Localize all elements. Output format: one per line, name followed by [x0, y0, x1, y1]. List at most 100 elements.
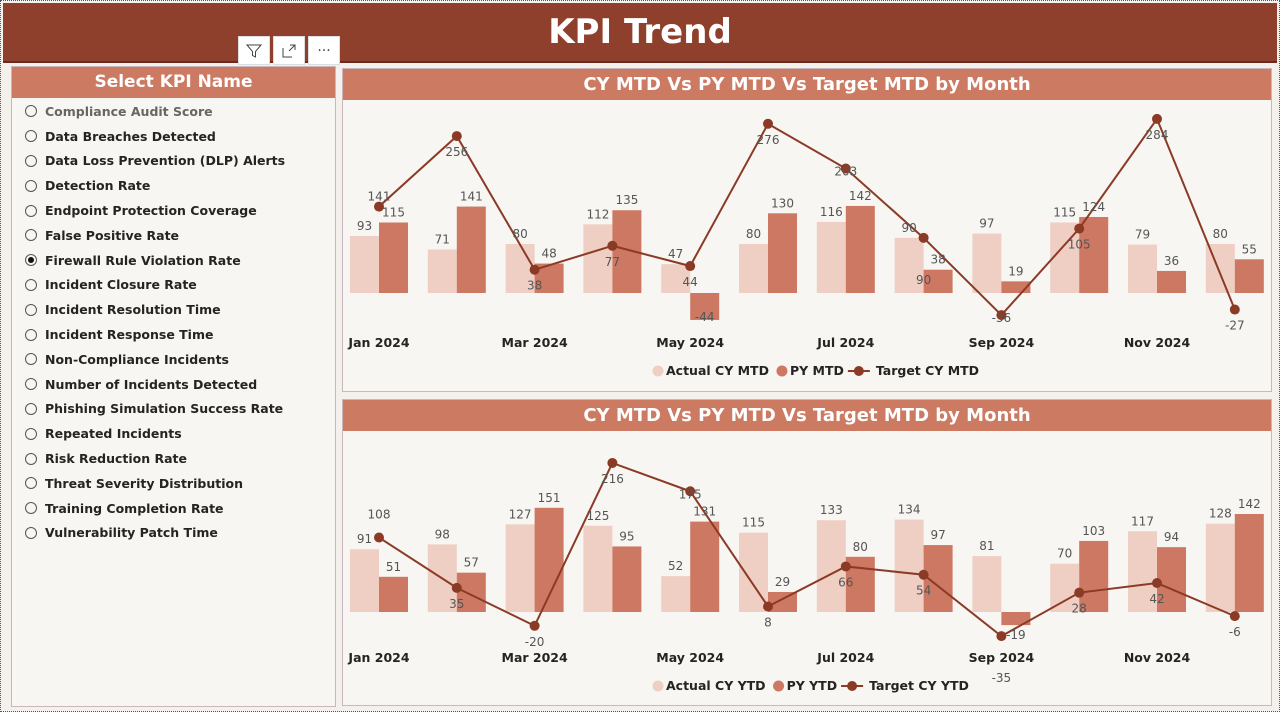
radio-button[interactable]: [25, 303, 37, 316]
slicer-item[interactable]: Number of Incidents Detected: [12, 372, 335, 397]
radio-button[interactable]: [25, 427, 37, 440]
slicer-item[interactable]: Compliance Audit Score: [12, 99, 335, 124]
target-marker: [918, 232, 929, 243]
py-label: 19: [1008, 264, 1023, 278]
actual-label: 133: [820, 503, 843, 517]
target-marker: [685, 261, 696, 272]
slicer-item[interactable]: Detection Rate: [12, 173, 335, 198]
slicer-item-label: Incident Response Time: [45, 327, 214, 343]
kpi-slicer: Select KPI Name Compliance Audit Score Da…: [11, 66, 336, 707]
actual-bar: [661, 576, 691, 612]
radio-button[interactable]: [25, 254, 37, 267]
radio-button[interactable]: [25, 130, 37, 143]
target-line: [378, 116, 1236, 317]
actual-label: 71: [435, 232, 450, 246]
py-bar: [768, 591, 797, 612]
focus-mode-icon[interactable]: [273, 36, 305, 65]
target-label: 38: [527, 279, 542, 293]
target-marker: [840, 163, 851, 174]
target-line: [378, 461, 1236, 638]
radio-button[interactable]: [25, 328, 37, 341]
actual-bar: [894, 519, 924, 612]
slicer-item-label: Data Breaches Detected: [45, 128, 216, 144]
radio-button[interactable]: [25, 154, 37, 167]
slicer-item[interactable]: Data Breaches Detected: [12, 124, 335, 149]
actual-label: 134: [898, 503, 921, 517]
report-header: KPI Trend: [3, 3, 1277, 63]
radio-button[interactable]: [25, 477, 37, 490]
slicer-item[interactable]: Firewall Rule Violation Rate: [12, 248, 335, 273]
slicer-item-label: Training Completion Rate: [45, 500, 224, 516]
py-label: 124: [1082, 200, 1105, 214]
radio-button[interactable]: [25, 229, 37, 242]
py-label: 130: [771, 196, 794, 210]
slicer-item[interactable]: Training Completion Rate: [12, 496, 335, 521]
mtd-chart: Jan 2024 Mar 2024 May 2024 Jul 2024 Sep 2024…: [347, 113, 1264, 378]
radio-button[interactable]: [25, 502, 37, 515]
more-options-icon[interactable]: ···: [308, 36, 340, 65]
py-label: 135: [615, 193, 638, 207]
actual-bar: [816, 221, 846, 293]
radio-button[interactable]: [25, 353, 37, 366]
actual-label: 127: [509, 507, 532, 521]
target-label: 90: [916, 273, 931, 287]
filter-icon[interactable]: [238, 36, 270, 65]
target-label: -20: [525, 635, 545, 649]
actual-label: 93: [357, 219, 372, 233]
slicer-item[interactable]: False Positive Rate: [12, 223, 335, 248]
radio-button[interactable]: [25, 452, 37, 465]
actual-label: 52: [668, 559, 683, 573]
slicer-item[interactable]: Non-Compliance Incidents: [12, 347, 335, 372]
radio-button[interactable]: [25, 402, 37, 415]
actual-label: 90: [901, 221, 916, 235]
radio-button[interactable]: [25, 179, 37, 192]
legend-entry: Target CY YTD: [869, 678, 969, 693]
slicer-item[interactable]: Endpoint Protection Coverage: [12, 198, 335, 223]
actual-bar: [1205, 523, 1235, 612]
slicer-item[interactable]: Vulnerability Patch Time: [12, 521, 335, 546]
slicer-item[interactable]: Incident Closure Rate: [12, 273, 335, 298]
py-bar: [690, 293, 720, 320]
target-marker: [607, 457, 618, 468]
actual-bar: [972, 556, 1002, 612]
slicer-item[interactable]: Data Loss Prevention (DLP) Alerts: [12, 149, 335, 174]
py-bar: [768, 213, 797, 293]
py-label: 29: [775, 575, 790, 589]
py-label: 95: [619, 529, 634, 543]
target-marker: [1074, 587, 1085, 598]
target-label: 42: [1149, 592, 1164, 606]
slicer-item[interactable]: Repeated Incidents: [12, 421, 335, 446]
py-bar: [690, 521, 720, 612]
target-label: 108: [368, 507, 391, 521]
x-axis-tick: Mar 2024: [502, 650, 568, 665]
py-bar: [1157, 547, 1186, 612]
target-marker: [529, 620, 540, 631]
slicer-item-label: Incident Closure Rate: [45, 277, 197, 293]
target-label: -35: [992, 671, 1012, 685]
target-marker: [451, 582, 462, 593]
slicer-item-label: Non-Compliance Incidents: [45, 351, 229, 367]
target-label: -6: [1229, 625, 1241, 639]
actual-bar: [350, 235, 379, 293]
target-marker: [1229, 304, 1240, 315]
target-marker: [374, 532, 384, 543]
slicer-item[interactable]: Risk Reduction Rate: [12, 446, 335, 471]
slicer-item[interactable]: Phishing Simulation Success Rate: [12, 397, 335, 422]
slicer-item[interactable]: Threat Severity Distribution: [12, 471, 335, 496]
slicer-item[interactable]: Incident Response Time: [12, 322, 335, 347]
radio-button[interactable]: [25, 526, 37, 539]
actual-bar: [583, 525, 613, 612]
actual-bar: [1128, 531, 1157, 612]
target-label: 284: [1146, 128, 1169, 142]
radio-button[interactable]: [25, 278, 37, 291]
slicer-item-label: Vulnerability Patch Time: [45, 525, 218, 541]
slicer-item-label: Compliance Audit Score: [45, 103, 213, 119]
x-axis-tick: Jul 2024: [816, 650, 874, 665]
actual-bar: [972, 233, 1002, 293]
radio-button[interactable]: [25, 378, 37, 391]
py-bar: [379, 222, 408, 293]
radio-button[interactable]: [25, 204, 37, 217]
slicer-item[interactable]: Incident Resolution Time: [12, 297, 335, 322]
target-label: 28: [1072, 602, 1087, 616]
radio-button[interactable]: [25, 105, 37, 118]
